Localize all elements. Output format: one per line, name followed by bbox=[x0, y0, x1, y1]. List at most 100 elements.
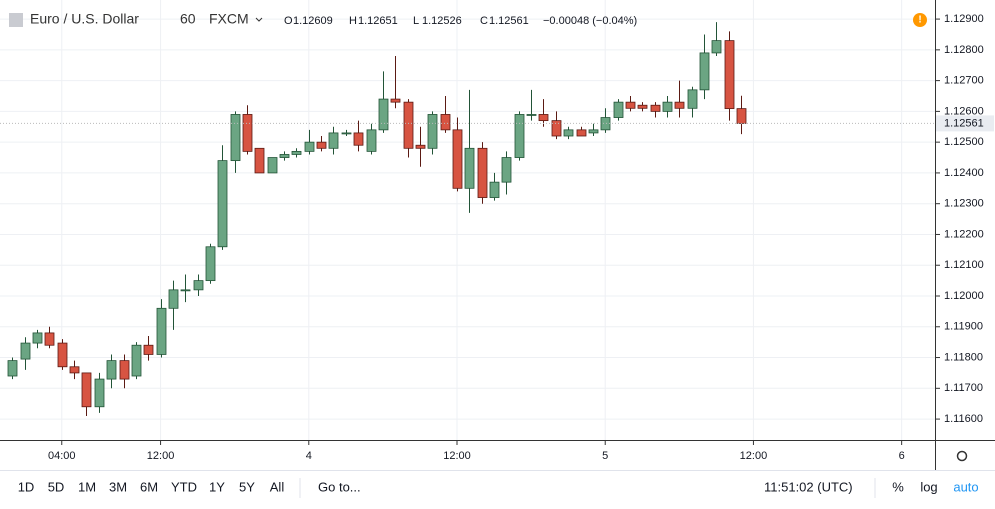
symbol-icon bbox=[9, 13, 23, 27]
alert-mark: ! bbox=[918, 15, 921, 26]
candle-body bbox=[625, 101, 636, 109]
candle-body bbox=[650, 104, 661, 112]
candle-body bbox=[341, 132, 352, 135]
legend-header: Euro / U.S. Dollar 60 FXCM O 1.12609 H 1.12651… bbox=[30, 11, 637, 27]
y-tick-label: 1.12600 bbox=[944, 105, 984, 117]
y-tick-label: 1.12400 bbox=[944, 167, 984, 179]
range-button[interactable]: 1M bbox=[78, 479, 96, 494]
candle-body bbox=[674, 101, 685, 109]
y-tick-label: 1.12900 bbox=[944, 13, 984, 25]
ohlc-label: C bbox=[480, 15, 488, 27]
goto-button[interactable]: Go to... bbox=[318, 479, 361, 494]
option-button[interactable]: % bbox=[892, 479, 904, 494]
grid bbox=[0, 0, 935, 440]
change: −0.00048 (−0.04%) bbox=[543, 15, 637, 27]
candle-body bbox=[44, 332, 55, 346]
x-tick-label: 12:00 bbox=[147, 450, 175, 462]
candle-body bbox=[304, 141, 315, 152]
candle-body bbox=[613, 101, 624, 118]
candle-body bbox=[168, 289, 179, 309]
candle-body bbox=[131, 344, 142, 377]
candle-body bbox=[366, 129, 377, 152]
candle-body bbox=[711, 40, 722, 54]
last-price-badge bbox=[936, 115, 994, 132]
candle-body bbox=[94, 378, 105, 408]
candle-body bbox=[526, 114, 537, 116]
ohlc-label: L bbox=[413, 15, 419, 27]
candle-body bbox=[427, 114, 438, 149]
candle-body bbox=[20, 342, 31, 360]
ohlc-value: 1.12651 bbox=[358, 15, 398, 27]
ohlc-value: 1.12561 bbox=[489, 15, 529, 27]
range-button[interactable]: 1D bbox=[18, 479, 35, 494]
ohlc-label: O bbox=[284, 15, 293, 27]
candle-body bbox=[205, 246, 216, 282]
candle-body bbox=[106, 360, 117, 380]
candle-body bbox=[563, 129, 574, 137]
range-button[interactable]: YTD bbox=[171, 479, 197, 494]
candle-body bbox=[576, 129, 587, 137]
range-button[interactable]: 3M bbox=[109, 479, 127, 494]
candle-body bbox=[316, 141, 327, 149]
range-button[interactable]: 5Y bbox=[239, 479, 255, 494]
candle-body bbox=[699, 52, 710, 91]
candle-body bbox=[403, 101, 414, 149]
candle-body bbox=[119, 360, 130, 380]
range-button[interactable]: 1Y bbox=[209, 479, 225, 494]
clock: 11:51:02 (UTC) bbox=[764, 479, 853, 494]
interval: 60 bbox=[180, 11, 196, 27]
candle-body bbox=[477, 147, 488, 198]
ohlc-value: 1.12609 bbox=[293, 15, 333, 27]
candle-body bbox=[254, 147, 265, 174]
toolbar: 1D 5D 1M 3M 6M YTD 1Y 5Y All Go to... 11:51:02 (UT… bbox=[18, 478, 979, 498]
candle-body bbox=[328, 132, 339, 149]
settings-icon[interactable] bbox=[956, 450, 968, 462]
symbol-name: Euro / U.S. Dollar bbox=[30, 11, 139, 27]
candle-body bbox=[489, 181, 500, 198]
candle-body bbox=[440, 114, 451, 131]
candle-body bbox=[600, 117, 611, 131]
candle-body bbox=[501, 157, 512, 183]
ohlc-label: H bbox=[349, 15, 357, 27]
option-button[interactable]: log bbox=[920, 479, 937, 494]
candle-body bbox=[267, 157, 278, 174]
candle-body bbox=[193, 280, 204, 291]
candle-body bbox=[230, 114, 241, 162]
x-tick-label: 12:00 bbox=[443, 450, 471, 462]
dropdown-arrow bbox=[255, 17, 263, 22]
candle-body bbox=[724, 40, 735, 110]
candle-body bbox=[551, 120, 562, 137]
candle-body bbox=[588, 129, 599, 134]
y-tick-label: 1.12100 bbox=[944, 259, 984, 271]
range-button[interactable]: 6M bbox=[140, 479, 158, 494]
y-tick-label: 1.11800 bbox=[944, 351, 983, 363]
alert-icon[interactable] bbox=[913, 13, 927, 27]
candle-body bbox=[538, 114, 549, 122]
candle-body bbox=[279, 154, 290, 158]
y-tick-label: 1.12300 bbox=[944, 198, 984, 210]
option-button[interactable]: auto bbox=[953, 479, 978, 494]
y-tick-label: 1.12800 bbox=[944, 44, 984, 56]
candle-body bbox=[217, 160, 228, 248]
candle-body bbox=[69, 366, 80, 374]
source: FXCM bbox=[209, 11, 249, 27]
range-button[interactable]: 5D bbox=[48, 479, 65, 494]
candle-body bbox=[662, 101, 673, 112]
candle-body bbox=[415, 144, 426, 149]
y-tick-label: 1.11600 bbox=[944, 413, 983, 425]
candle-body bbox=[81, 372, 92, 408]
x-tick-label: 12:00 bbox=[740, 450, 768, 462]
candle-body bbox=[736, 108, 747, 124]
y-tick-label: 1.11700 bbox=[944, 382, 983, 394]
candle-body bbox=[242, 114, 253, 152]
range-button[interactable]: All bbox=[270, 479, 285, 494]
y-tick-label: 1.12700 bbox=[944, 75, 984, 87]
candle-body bbox=[464, 147, 475, 189]
candle-body bbox=[514, 114, 525, 158]
last-price-label: 1.12561 bbox=[944, 117, 984, 129]
x-tick-label: 04:00 bbox=[48, 450, 76, 462]
candle-body bbox=[180, 289, 191, 292]
